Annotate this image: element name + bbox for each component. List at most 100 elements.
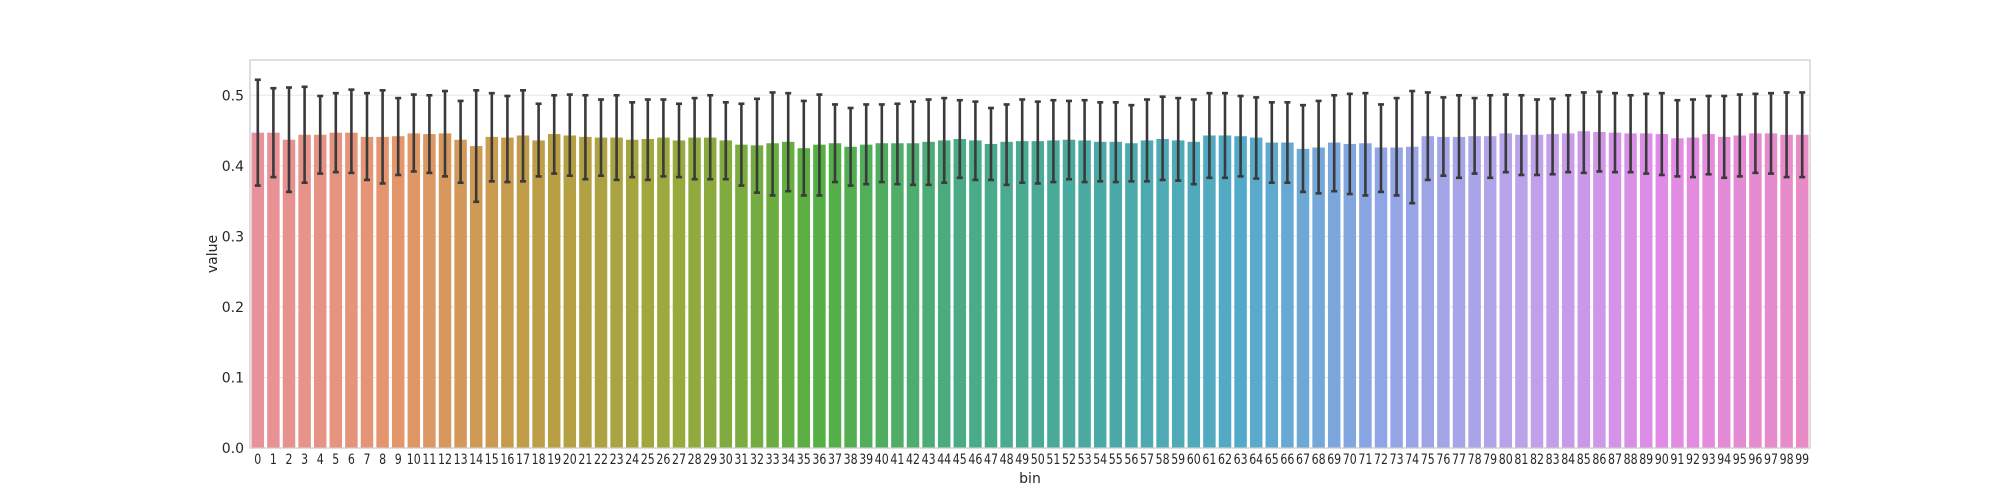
bar <box>1281 142 1294 448</box>
error-bar <box>988 106 994 182</box>
error-bar <box>1502 93 1509 174</box>
error-bar <box>410 93 417 173</box>
bar <box>1686 137 1700 448</box>
error-bar <box>832 103 838 184</box>
x-tick-label: 53 <box>1078 452 1092 468</box>
error-bar <box>1237 94 1244 178</box>
error-bar <box>769 91 776 197</box>
error-bar <box>1627 93 1634 174</box>
error-bar <box>1003 103 1010 187</box>
bar <box>984 143 998 448</box>
plot-background <box>250 60 1810 448</box>
x-tick-label: 5 <box>332 452 339 468</box>
error-bar <box>1346 92 1353 196</box>
x-tick-label: 56 <box>1124 452 1138 468</box>
bar <box>1421 136 1435 448</box>
x-tick-label: 68 <box>1312 452 1326 468</box>
bar <box>1717 136 1731 449</box>
error-bar <box>847 106 854 187</box>
bar <box>1249 137 1263 448</box>
y-tick-labels: 0.0 0.1 0.2 0.3 0.4 0.5 <box>222 88 244 457</box>
x-tick-label: 67 <box>1296 452 1310 468</box>
x-tick-label: 99 <box>1795 452 1809 468</box>
error-bar <box>738 102 745 187</box>
bar <box>282 139 296 448</box>
error-bar <box>1736 93 1743 178</box>
bar <box>1093 141 1107 448</box>
bar <box>1452 136 1466 449</box>
bar <box>781 141 795 448</box>
x-tick-label: 0 <box>254 452 261 468</box>
bar <box>501 137 514 448</box>
bar <box>1780 134 1793 448</box>
bar <box>1359 143 1372 448</box>
x-tick-label: 88 <box>1624 452 1638 468</box>
error-bar <box>286 86 292 194</box>
x-tick-label: 93 <box>1702 452 1716 468</box>
error-bar <box>1222 91 1228 180</box>
x-tick-label: 12 <box>438 452 452 468</box>
x-tick-label: 31 <box>734 452 748 468</box>
x-tick-label: 87 <box>1608 452 1622 468</box>
bar <box>922 141 935 448</box>
bar <box>1156 139 1169 448</box>
y-tick-label: 0.0 <box>222 441 244 457</box>
bar <box>1203 135 1216 448</box>
error-bar <box>364 91 370 182</box>
bar <box>1078 140 1091 448</box>
x-tick-label: 41 <box>890 452 904 468</box>
x-tick-label: 92 <box>1686 452 1700 468</box>
error-bar <box>1393 96 1400 197</box>
x-tick-label: 60 <box>1187 452 1201 468</box>
x-tick-label: 27 <box>672 452 686 468</box>
bar <box>969 140 982 448</box>
error-bar <box>1190 98 1197 186</box>
x-tick-label: 50 <box>1031 452 1045 468</box>
bar <box>454 139 467 448</box>
error-bar <box>1487 93 1494 180</box>
error-bar <box>426 93 433 175</box>
bar <box>1639 133 1653 448</box>
x-tick-label: 58 <box>1156 452 1170 468</box>
bar <box>485 136 499 449</box>
bar <box>1608 132 1622 449</box>
bar <box>1343 143 1357 448</box>
error-bar <box>1658 91 1665 177</box>
x-tick-label: 34 <box>781 452 795 468</box>
bar <box>1187 141 1201 448</box>
x-tick-labels: 0 1 2 3 4 5 6 7 8 9 10 11 12 13 14 15 16 17 18 19 20 21 22 23 24… <box>254 452 1809 468</box>
error-bar <box>941 96 948 185</box>
y-axis-label: value <box>205 235 221 273</box>
bar <box>469 146 483 448</box>
error-bar <box>598 98 604 177</box>
error-bar <box>660 98 667 178</box>
error-bar <box>1331 93 1338 193</box>
x-tick-label: 30 <box>719 452 733 468</box>
x-tick-label: 89 <box>1639 452 1653 468</box>
bar <box>1795 134 1809 448</box>
x-tick-label: 97 <box>1764 452 1778 468</box>
x-tick-label: 11 <box>422 452 436 468</box>
error-bar <box>582 93 589 181</box>
x-tick-label: 94 <box>1717 452 1731 468</box>
error-bar <box>1752 92 1759 175</box>
bar <box>859 144 873 448</box>
x-tick-label: 96 <box>1748 452 1762 468</box>
x-tick-label: 3 <box>301 452 308 468</box>
error-bar <box>1674 98 1681 178</box>
error-bar <box>1705 94 1712 176</box>
x-tick-label: 82 <box>1530 452 1544 468</box>
error-bar <box>1783 91 1790 179</box>
x-tick-label: 46 <box>968 452 982 468</box>
error-bar <box>878 103 885 184</box>
x-tick-label: 40 <box>875 452 889 468</box>
error-bar <box>1643 92 1650 175</box>
x-tick-label: 72 <box>1374 452 1388 468</box>
bar <box>547 134 561 448</box>
bar <box>438 133 452 448</box>
bar <box>953 139 967 448</box>
error-bar <box>1565 93 1572 174</box>
bar <box>891 143 904 448</box>
error-bar <box>1721 94 1728 180</box>
